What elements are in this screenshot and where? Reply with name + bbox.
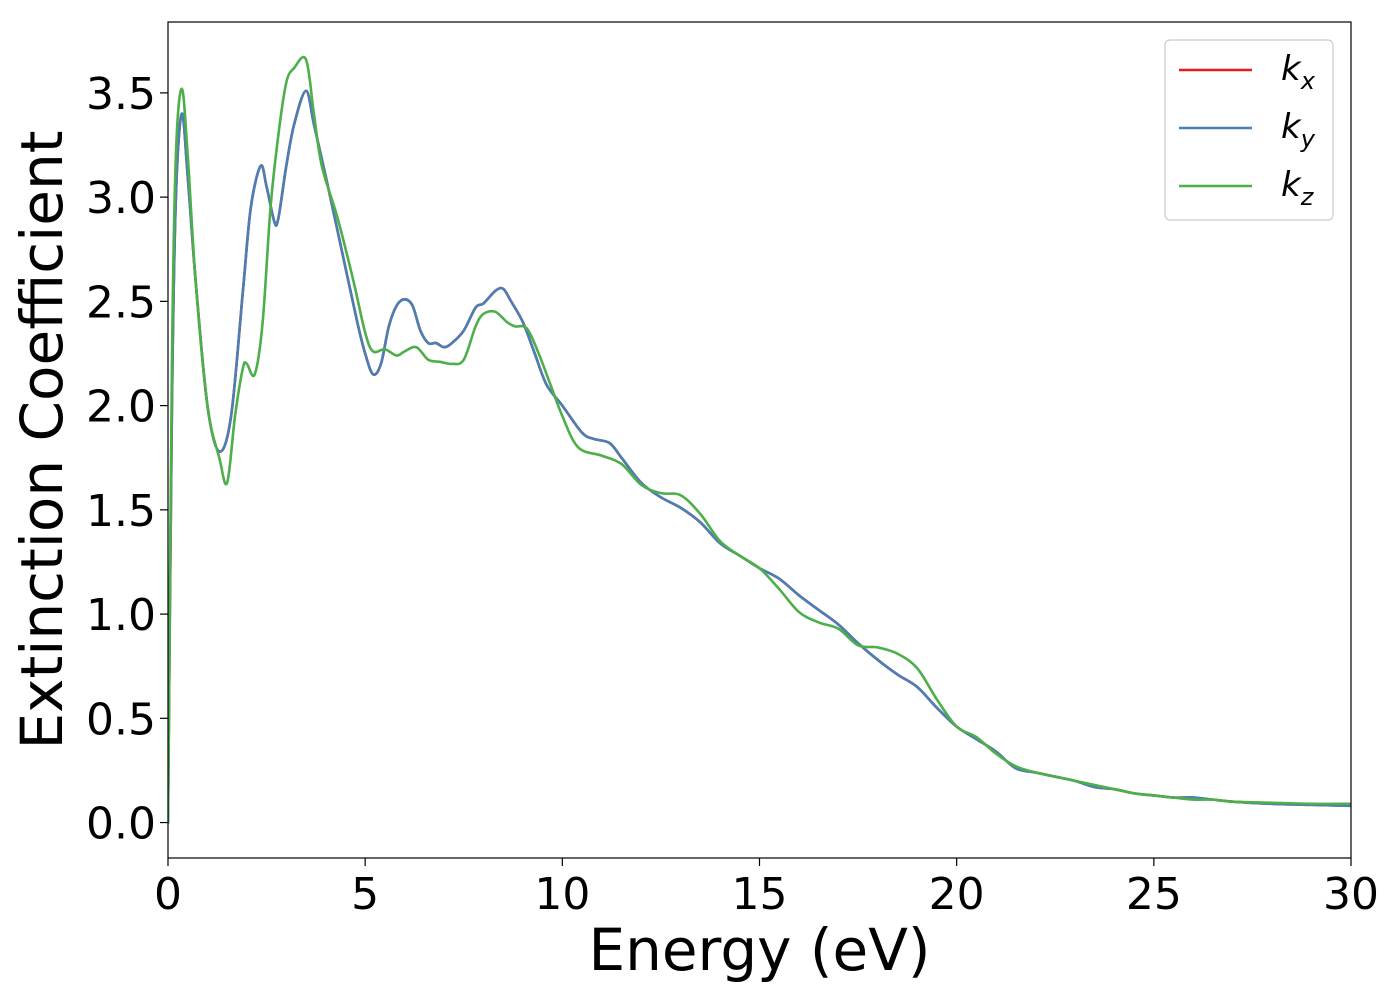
x-axis-label: Energy (eV)	[588, 916, 930, 984]
x-tick-label: 20	[929, 869, 985, 920]
series-line-ky	[168, 89, 1351, 824]
y-tick-label: 0.5	[86, 694, 156, 745]
y-tick-label: 3.0	[86, 173, 156, 224]
series-layer	[168, 55, 1351, 824]
legend-box	[1164, 39, 1334, 221]
y-tick-label: 0.0	[86, 799, 156, 850]
y-tick-label: 3.5	[86, 69, 156, 120]
x-tick-label: 10	[534, 869, 590, 920]
x-tick-label: 25	[1126, 869, 1182, 920]
x-tick-label: 0	[154, 869, 182, 920]
y-tick-label: 1.0	[86, 590, 156, 641]
x-tick-label: 5	[351, 869, 379, 920]
x-axis: 0 5 10 15 20 25 30	[154, 858, 1379, 920]
y-axis: 0.0 0.5 1.0 1.5 2.0 2.5 3.0 3.5	[86, 69, 168, 850]
legend-label-kz: kz	[1281, 165, 1315, 211]
legend: kx ky kz	[1164, 39, 1334, 221]
y-tick-label: 1.5	[86, 486, 156, 537]
legend-label-ky: ky	[1281, 107, 1316, 153]
x-tick-label: 15	[732, 869, 788, 920]
y-tick-label: 2.0	[86, 382, 156, 433]
y-axis-label: Extinction Coefficient	[8, 131, 76, 750]
series-line-kz	[168, 55, 1351, 824]
y-tick-label: 2.5	[86, 277, 156, 328]
x-tick-label: 30	[1323, 869, 1379, 920]
legend-label-kx: kx	[1281, 49, 1316, 95]
